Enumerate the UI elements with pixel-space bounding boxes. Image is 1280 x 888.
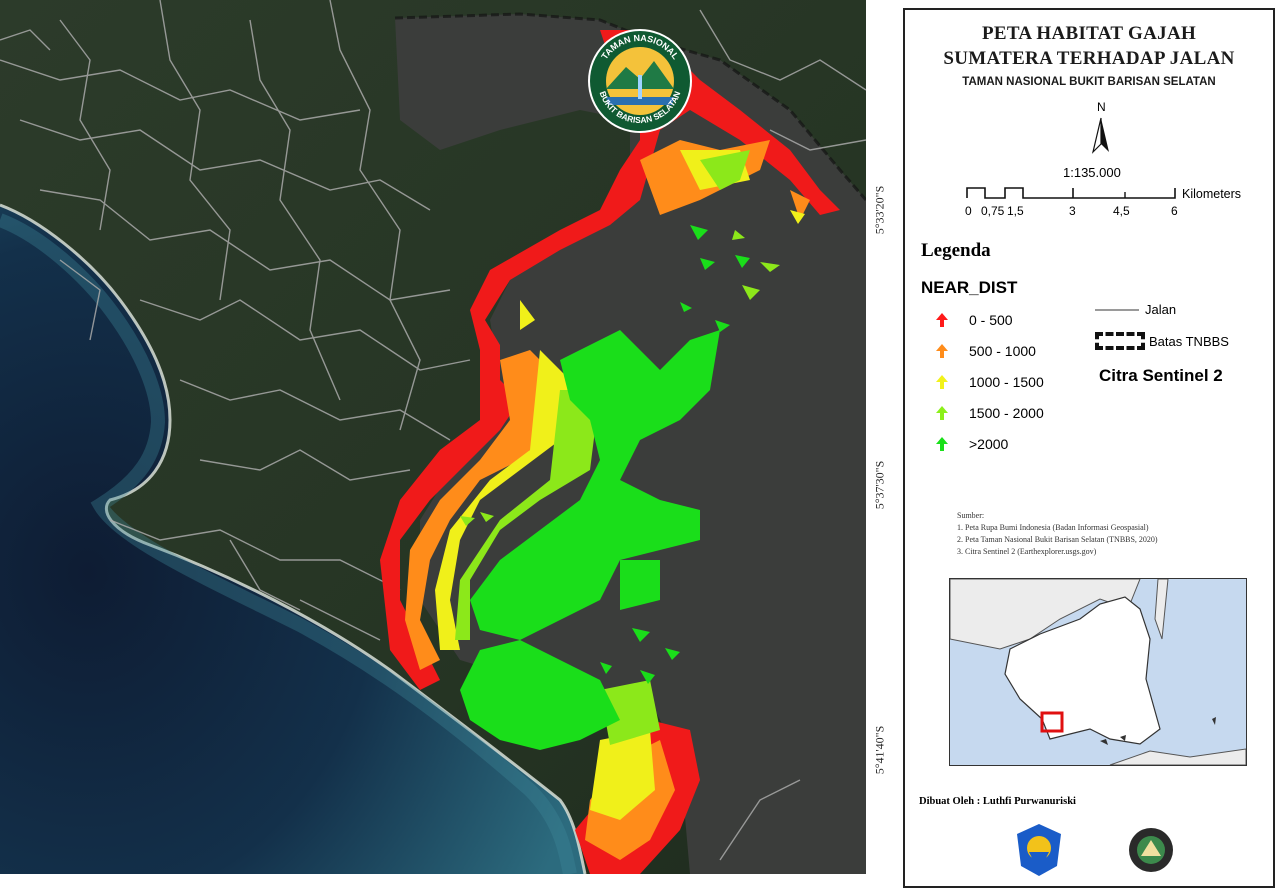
legend-class-0-500: 0 - 500 xyxy=(935,310,1013,330)
map-subtitle: TAMAN NASIONAL BUKIT BARISAN SELATAN xyxy=(962,76,1216,88)
legend-class-gt-2000: >2000 xyxy=(935,434,1008,454)
legend-title: Legenda xyxy=(921,240,991,261)
scale-bar xyxy=(966,187,1176,199)
scale-tick-1: 0,75 xyxy=(981,204,1005,218)
inset-neighbor-land xyxy=(950,579,1141,650)
map-title-line2: SUMATERA TERHADAP JALAN xyxy=(943,48,1235,69)
legend-road-label: Jalan xyxy=(1145,302,1177,317)
inset-java xyxy=(1109,748,1246,765)
north-arrow-icon xyxy=(1091,117,1109,154)
map-canvas xyxy=(0,0,866,874)
inset-map[interactable] xyxy=(949,578,1247,766)
arrow-up-icon xyxy=(936,406,948,420)
lat-label-2: 5°37'30"S xyxy=(872,460,887,510)
near-dist-title: NEAR_DIST xyxy=(921,278,1018,297)
legend-imagery: Citra Sentinel 2 xyxy=(1099,366,1223,385)
legend-panel: PETA HABITAT GAJAH SUMATERA TERHADAP JAL… xyxy=(903,8,1275,888)
arrow-up-icon xyxy=(936,313,948,327)
boundary-box-icon xyxy=(1095,332,1145,350)
inset-lampung xyxy=(1004,596,1161,745)
legend-label: 1000 - 1500 xyxy=(969,374,1044,390)
satellite-map[interactable]: TAMAN NASIONAL BUKIT BARISAN SELATAN xyxy=(0,0,866,874)
roads xyxy=(0,0,866,861)
habitat-layers xyxy=(380,30,840,874)
park-logo: TAMAN NASIONAL BUKIT BARISAN SELATAN xyxy=(588,29,692,133)
legend-road: Jalan xyxy=(1095,302,1176,317)
scale-tick-5: 6 xyxy=(1171,204,1178,218)
legend-label: 1500 - 2000 xyxy=(969,405,1044,421)
source-1: 1. Peta Rupa Bumi Indonesia (Badan Infor… xyxy=(957,523,1149,532)
sources: Sumber: 1. Peta Rupa Bumi Indonesia (Bad… xyxy=(957,510,1158,558)
scattered-habitat-patches xyxy=(460,210,805,684)
scale-tick-2: 1,5 xyxy=(1007,204,1024,218)
institution-logo-a xyxy=(1017,824,1061,876)
inset-right-land xyxy=(1154,579,1169,640)
legend-boundary: Batas TNBBS xyxy=(1095,332,1229,350)
road-line-icon xyxy=(1095,308,1139,311)
legend-label: 500 - 1000 xyxy=(969,343,1036,359)
arrow-up-icon xyxy=(936,344,948,358)
class-gt-2000 xyxy=(460,330,720,750)
legend-boundary-label: Batas TNBBS xyxy=(1149,333,1229,349)
sources-title: Sumber: xyxy=(957,511,985,520)
institution-logo-b xyxy=(1129,828,1173,872)
lat-label-1: 5°33'20"S xyxy=(872,185,887,235)
arrow-up-icon xyxy=(936,437,948,451)
north-label: N xyxy=(1097,100,1106,114)
coastline xyxy=(0,203,587,874)
author: Dibuat Oleh : Luthfi Purwanuriski xyxy=(919,796,1076,807)
scale-tick-4: 4,5 xyxy=(1113,204,1130,218)
inset-map-canvas xyxy=(950,579,1246,765)
scale-unit: Kilometers xyxy=(1182,187,1242,201)
arrow-up-icon xyxy=(936,375,948,389)
lat-label-3: 5°41'40"S xyxy=(872,725,887,775)
legend-class-1500-2000: 1500 - 2000 xyxy=(935,403,1044,423)
scale-tick-3: 3 xyxy=(1069,204,1076,218)
legend-class-1000-1500: 1000 - 1500 xyxy=(935,372,1044,392)
legend-label: >2000 xyxy=(969,436,1009,452)
scale-tick-0: 0 xyxy=(965,204,972,218)
legend-label: 0 - 500 xyxy=(969,312,1013,328)
source-3: 3. Citra Sentinel 2 (Earthexplorer.usgs.… xyxy=(957,547,1097,556)
inset-study-area xyxy=(1040,711,1064,733)
park-boundary xyxy=(394,12,866,201)
legend-class-500-1000: 500 - 1000 xyxy=(935,341,1036,361)
scale-ratio: 1:135.000 xyxy=(1063,165,1121,180)
map-title-line1: PETA HABITAT GAJAH xyxy=(981,23,1197,44)
class-1000-1500 xyxy=(435,150,750,820)
source-2: 2. Peta Taman Nasional Bukit Barisan Sel… xyxy=(957,535,1158,544)
